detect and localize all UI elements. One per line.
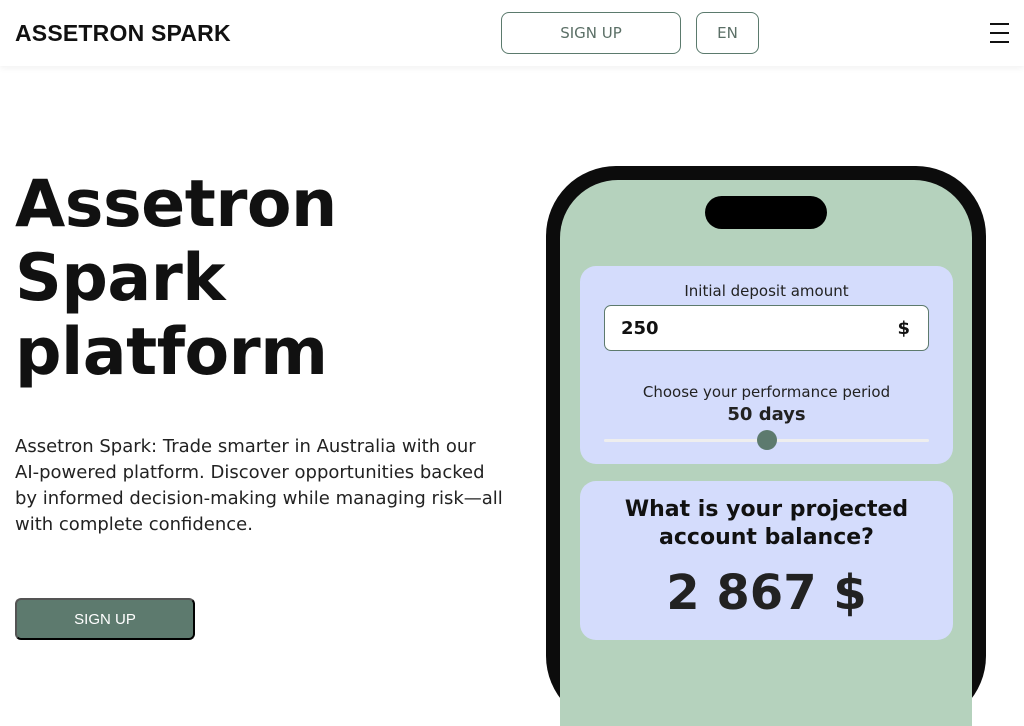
period-slider[interactable]: [604, 430, 929, 450]
hero-description: Assetron Spark: Trade smarter in Austral…: [15, 436, 503, 535]
calculator-input-card: Initial deposit amount 250 $ Choose your…: [580, 266, 953, 464]
language-button[interactable]: EN: [696, 12, 759, 54]
period-label: Choose your performance period: [642, 383, 891, 401]
dynamic-island: [705, 196, 827, 229]
deposit-value: 250: [621, 317, 659, 339]
result-value: 2 867 $: [666, 565, 867, 621]
period-value: 50 days: [727, 404, 806, 425]
logo[interactable]: ASSETRON SPARK: [15, 20, 231, 46]
slider-thumb[interactable]: [756, 430, 777, 450]
deposit-label: Initial deposit amount: [684, 282, 849, 300]
hero-signup-button[interactable]: SIGN UP: [15, 598, 195, 640]
header: ASSETRON SPARK SIGN UP EN: [0, 0, 1024, 66]
currency-symbol: $: [897, 317, 910, 339]
page-title: Assetron Spark platform: [15, 167, 337, 390]
deposit-input[interactable]: 250 $: [604, 305, 929, 351]
result-card: What is your projected account balance? …: [580, 481, 953, 640]
result-question: What is your projected account balance?: [624, 497, 909, 550]
header-signup-button[interactable]: SIGN UP: [501, 12, 681, 54]
hamburger-icon[interactable]: [990, 23, 1009, 43]
phone-screen: Initial deposit amount 250 $ Choose your…: [560, 180, 972, 726]
phone-mockup: Initial deposit amount 250 $ Choose your…: [546, 166, 986, 726]
